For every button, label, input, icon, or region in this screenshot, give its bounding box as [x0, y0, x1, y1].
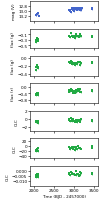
Y-axis label: O-C: O-C	[6, 172, 10, 180]
Y-axis label: O-C: O-C	[15, 117, 19, 125]
Y-axis label: flux (g): flux (g)	[11, 59, 15, 74]
Y-axis label: mag (V): mag (V)	[12, 3, 16, 20]
Y-axis label: O-C: O-C	[12, 145, 16, 152]
Y-axis label: flux (g): flux (g)	[11, 32, 15, 47]
X-axis label: Time (BJD - 2457000): Time (BJD - 2457000)	[42, 194, 86, 198]
Y-axis label: flux (r): flux (r)	[11, 87, 15, 101]
